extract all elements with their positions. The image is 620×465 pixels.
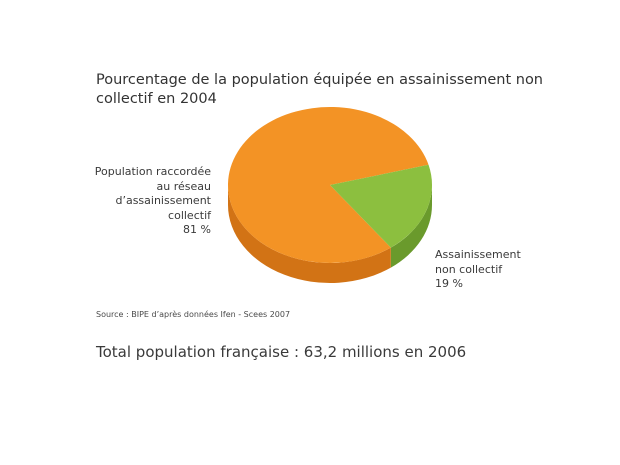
slice-label-line: collectif (168, 208, 211, 222)
slice-label-line: au réseau (156, 179, 211, 193)
pie-slice-collectif (228, 107, 429, 264)
slice-label-line: Assainissement (435, 248, 521, 261)
chart-title: Pourcentage de la population équipée en … (96, 72, 544, 107)
pie-slice-non-collectif (330, 164, 433, 248)
slice-value-label: 19 % (435, 277, 463, 290)
pie-side-collectif (228, 185, 391, 283)
slice-label-collectif: Population raccordée au réseau d’assaini… (70, 165, 211, 238)
pie-side-non-collectif (390, 185, 432, 268)
slice-value-label: 81 % (183, 223, 211, 236)
slice-label-line: non collectif (435, 262, 503, 276)
slice-label-line: Population raccordée (94, 165, 211, 178)
slice-label-line: d’assainissement (115, 194, 211, 207)
chart-source: Source : BIPE d’après données Ifen - Sce… (96, 310, 291, 319)
slice-label-non-collectif: Assainissement non collectif 19 % (435, 248, 585, 292)
total-population: Total population française : 63,2 millio… (96, 343, 467, 361)
